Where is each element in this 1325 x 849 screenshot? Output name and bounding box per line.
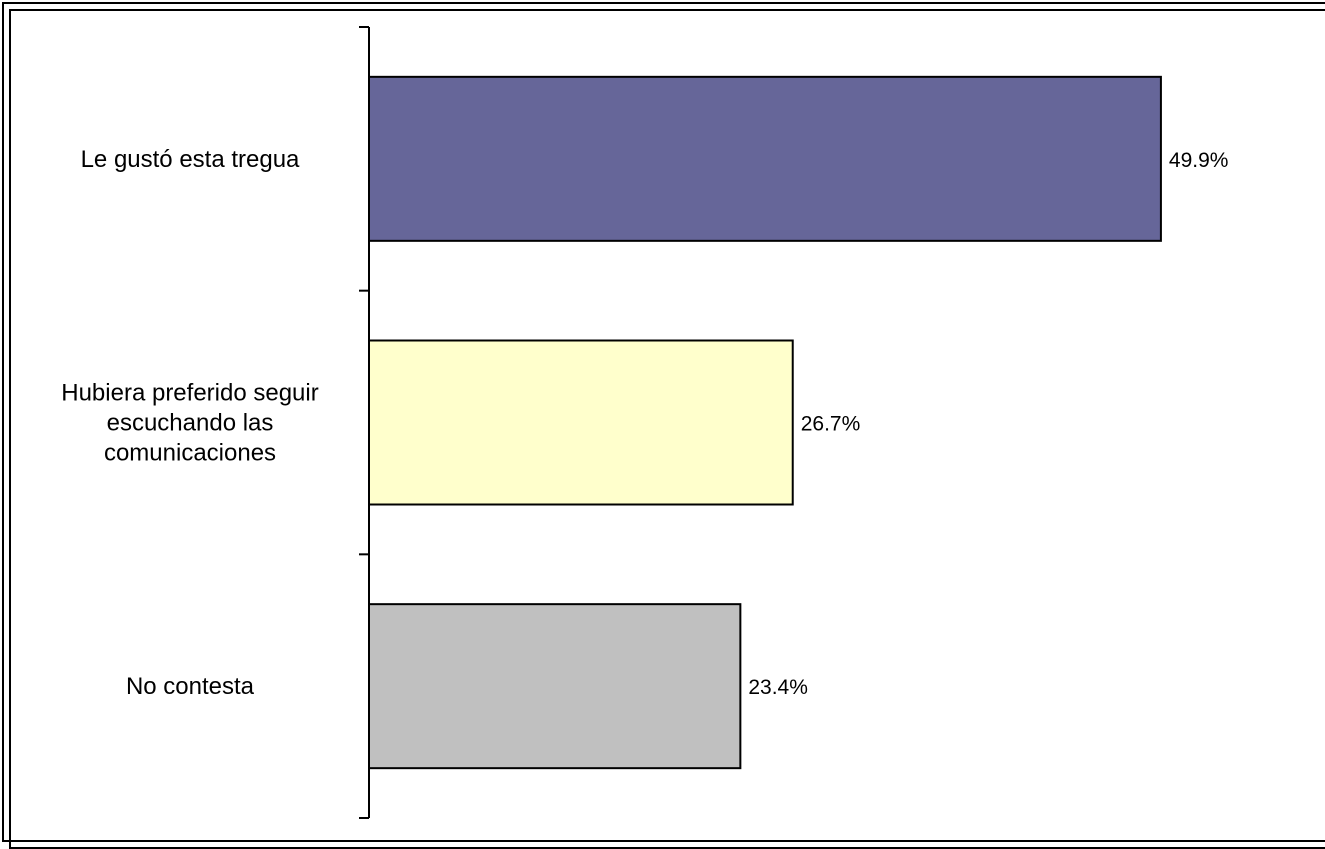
category-label-line: Hubiera preferido seguir xyxy=(61,380,318,407)
bar-value-label: 26.7% xyxy=(801,413,861,436)
category-label-line: comunicaciones xyxy=(104,440,276,467)
bar-value-label: 23.4% xyxy=(748,676,808,699)
category-label-line: No contesta xyxy=(126,673,255,700)
bar-chart: 49.9% 26.7% 23.4% Le gustó esta tregua Hubi… xyxy=(61,26,1228,819)
bar xyxy=(368,75,1162,242)
category-axis-ticks xyxy=(359,26,369,819)
category-label-line: Le gustó esta tregua xyxy=(81,146,300,173)
bar xyxy=(368,603,742,770)
category-label: No contesta xyxy=(126,673,255,700)
category-labels-group: Le gustó esta tregua Hubiera preferido se… xyxy=(61,146,318,700)
category-label: Hubiera preferido seguir escuchando las co… xyxy=(61,380,318,467)
bar xyxy=(368,339,794,506)
category-label-line: escuchando las xyxy=(107,410,274,437)
category-label: Le gustó esta tregua xyxy=(81,146,300,173)
bar-value-label: 49.9% xyxy=(1169,149,1229,172)
bars-group xyxy=(368,75,1162,770)
value-labels-group: 49.9% 26.7% 23.4% xyxy=(748,149,1228,699)
